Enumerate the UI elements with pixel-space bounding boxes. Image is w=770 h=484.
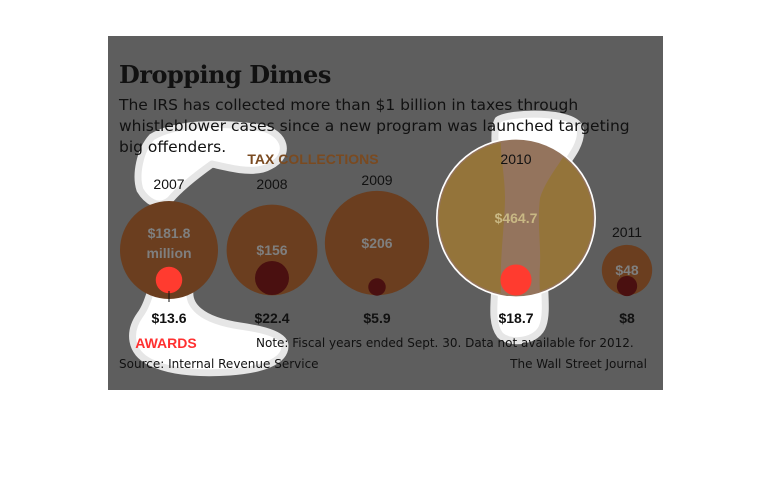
tax-bubble-2007: [120, 201, 218, 299]
year-label-2011: 2011: [612, 224, 642, 240]
tax-value-label-2007-0: $181.8: [148, 225, 191, 241]
chart-subtitle: The IRS has collected more than $1 billi…: [119, 96, 630, 156]
chart-source: Source: Internal Revenue Service: [119, 357, 319, 371]
award-dot-2007: [155, 266, 183, 294]
award-value-label-2007: $13.6: [151, 310, 186, 326]
year-label-2007: 2007: [153, 176, 184, 192]
chart-note: Note: Fiscal years ended Sept. 30. Data …: [256, 336, 634, 350]
year-label-2009: 2009: [361, 172, 392, 188]
legend-tax-collections: TAX COLLECTIONS: [247, 151, 378, 167]
tax-bubble-2008: [226, 204, 318, 296]
award-value-label-2009: $5.9: [363, 310, 390, 326]
tax-value-label-2010: $464.7: [495, 210, 538, 226]
tax-bubble-2011: [601, 244, 653, 296]
award-dot-2008: [255, 261, 289, 295]
tax-value-label-2009: $206: [361, 235, 392, 251]
year-label-2008: 2008: [256, 176, 287, 192]
tax-bubble-2009: [324, 190, 430, 296]
chart-credit: The Wall Street Journal: [509, 357, 647, 371]
tax-bubble-2010: [437, 139, 595, 297]
award-value-label-2011: $8: [619, 310, 635, 326]
highlight-outline-0: [134, 121, 287, 208]
tax-value-label-2007-1: million: [146, 245, 191, 261]
chart-title: Dropping Dimes: [119, 60, 331, 89]
award-value-label-2008: $22.4: [254, 310, 289, 326]
tax-value-label-2011: $48: [615, 262, 639, 278]
year-label-2010: 2010: [500, 151, 531, 167]
tax-value-label-2008: $156: [256, 242, 287, 258]
award-value-label-2010: $18.7: [498, 310, 533, 326]
legend-awards: AWARDS: [135, 335, 196, 351]
award-dot-2011: [616, 275, 638, 297]
award-dot-2010: [500, 264, 532, 296]
award-dot-2009: [368, 278, 386, 296]
